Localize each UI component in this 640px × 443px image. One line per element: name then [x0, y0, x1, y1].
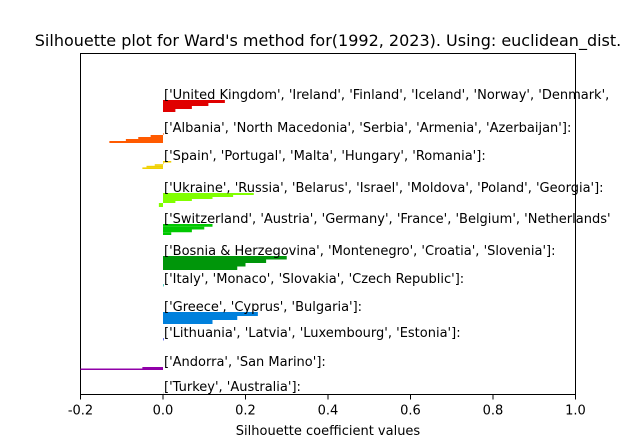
cluster-5	[163, 256, 287, 270]
silhouette-bar	[150, 135, 163, 137]
cluster-label: ['Turkey', 'Australia']:	[164, 380, 301, 395]
cluster-0	[163, 100, 225, 112]
cluster-label: ['Switzerland', 'Austria', 'Germany', 'F…	[164, 212, 611, 227]
silhouette-bar	[163, 320, 213, 324]
cluster-3	[158, 193, 254, 207]
silhouette-bar	[163, 133, 164, 135]
chart-title: Silhouette plot for Ward's method for(19…	[35, 31, 621, 51]
silhouette-bar	[163, 266, 238, 270]
silhouette-bar	[146, 165, 163, 168]
silhouette-bar	[154, 164, 163, 166]
cluster-4	[163, 224, 213, 235]
cluster-6	[163, 284, 164, 287]
cluster-label: ['Bosnia & Herzegovina', 'Montenegro', '…	[164, 244, 556, 259]
cluster-label: ['Albania', 'North Macedonia', 'Serbia',…	[164, 121, 571, 136]
cluster-10	[163, 392, 164, 394]
silhouette-bar	[163, 316, 238, 320]
silhouette-bar	[163, 393, 164, 394]
cluster-8	[163, 338, 164, 341]
cluster-label: ['Spain', 'Portugal', 'Malta', 'Hungary'…	[164, 149, 486, 164]
silhouette-bar	[163, 197, 213, 199]
silhouette-bar	[142, 167, 163, 169]
x-tick-label: -0.2	[68, 404, 93, 419]
silhouette-bar	[163, 263, 246, 267]
silhouette-bar	[138, 137, 163, 139]
cluster-1	[109, 133, 164, 143]
silhouette-bar	[163, 109, 176, 112]
cluster-7	[163, 312, 258, 324]
silhouette-bar	[163, 312, 258, 316]
silhouette-bar	[142, 367, 163, 369]
silhouette-bar	[163, 392, 164, 393]
x-tick-label: 0.8	[483, 404, 504, 419]
silhouette-bar	[163, 100, 225, 103]
cluster-labels: ['United Kingdom', 'Ireland', 'Finland',…	[164, 88, 611, 395]
silhouette-bar	[163, 106, 192, 109]
x-tick-label: 0.4	[318, 404, 339, 419]
cluster-9	[80, 367, 163, 370]
cluster-label: ['Greece', 'Cyprus', 'Bulgaria']:	[164, 300, 362, 315]
cluster-2	[142, 161, 172, 169]
cluster-label: ['Italy', 'Monaco', 'Slovakia', 'Czech R…	[164, 272, 464, 287]
silhouette-bar	[163, 285, 164, 287]
x-axis: -0.2 0.0 0.2 0.4 0.6 0.8 1.0	[68, 394, 586, 419]
x-tick-label: 0.6	[400, 404, 421, 419]
x-tick-label: 0.2	[235, 404, 256, 419]
silhouette-bar	[125, 139, 163, 141]
silhouette-bar	[80, 368, 163, 370]
silhouette-bar	[109, 141, 163, 143]
silhouette-bar	[163, 161, 172, 163]
silhouette-bar	[163, 201, 176, 203]
cluster-label: ['Lithuania', 'Latvia', 'Luxembourg', 'E…	[164, 326, 461, 341]
silhouette-bar	[163, 229, 192, 233]
silhouette-bar	[163, 195, 234, 197]
cluster-label: ['Andorra', 'San Marino']:	[164, 355, 326, 370]
silhouette-bar	[163, 232, 172, 235]
silhouette-bar	[163, 256, 287, 260]
silhouette-bar	[163, 259, 267, 263]
silhouette-bar	[163, 224, 213, 227]
silhouette-bar	[158, 203, 163, 205]
x-axis-label: Silhouette coefficient values	[236, 424, 421, 439]
silhouette-bar	[163, 162, 164, 165]
silhouette-bar	[163, 199, 192, 201]
x-tick-label: 0.0	[153, 404, 174, 419]
silhouette-bar	[163, 339, 164, 341]
silhouette-bar	[163, 103, 209, 106]
silhouette-bar	[158, 205, 163, 207]
x-tick-label: 1.0	[565, 404, 586, 419]
silhouette-bar	[163, 193, 254, 195]
cluster-label: ['Ukraine', 'Russia', 'Belarus', 'Israel…	[164, 181, 604, 196]
silhouette-bar	[163, 226, 205, 230]
cluster-label: ['United Kingdom', 'Ireland', 'Finland',…	[164, 88, 609, 103]
bars-layer	[80, 100, 287, 394]
